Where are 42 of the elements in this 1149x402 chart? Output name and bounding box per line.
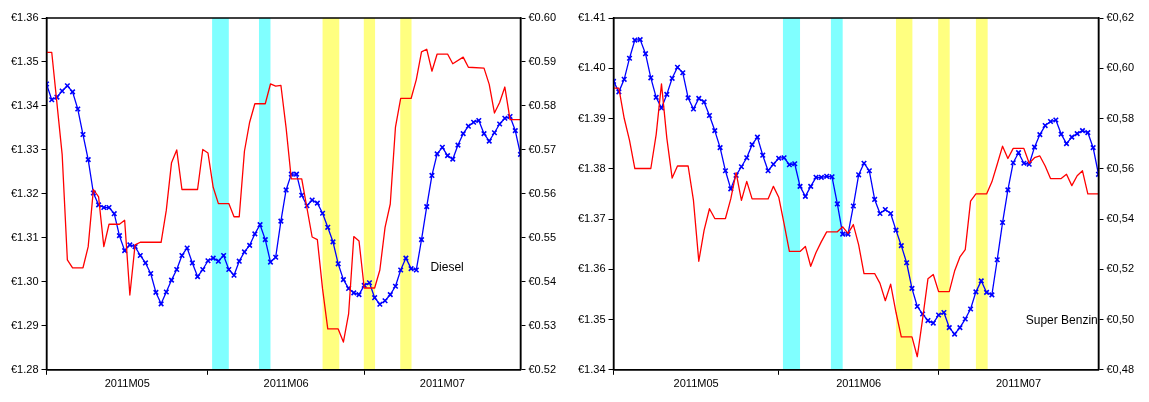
- y2-tick-label: €0,48: [1106, 362, 1134, 375]
- x-tick-label: 2011M06: [836, 377, 882, 390]
- x-tick-label: 2011M07: [419, 377, 465, 390]
- y2-tick-label: €0.52: [528, 362, 556, 375]
- y-tick-label: €1.36: [578, 262, 606, 275]
- y-tick-label: €1.35: [11, 55, 39, 68]
- x-tick-label: 2011M07: [996, 377, 1042, 390]
- y2-tick-label: €0.57: [528, 142, 556, 155]
- y-tick-label: €1.30: [11, 274, 39, 287]
- y-tick-label: €1.41: [578, 11, 606, 24]
- y2-tick-label: €0,58: [1106, 111, 1134, 124]
- y2-tick-label: €0.58: [528, 98, 556, 111]
- y-tick-label: €1.38: [578, 161, 606, 174]
- y-tick-label: €1.31: [11, 230, 39, 243]
- text: Super Benzin: [1025, 312, 1098, 327]
- y-tick-label: €1.28: [11, 362, 39, 375]
- y2-tick-label: €0.56: [528, 186, 556, 199]
- y2-tick-label: €0,60: [1106, 61, 1134, 74]
- y-tick-label: €1.33: [11, 142, 39, 155]
- y-tick-label: €1.35: [578, 312, 606, 325]
- y2-tick-label: €0,62: [1106, 11, 1134, 24]
- y-tick-label: €1.36: [11, 11, 39, 24]
- y-tick-label: €1.34: [11, 98, 39, 111]
- y2-tick-label: €0,52: [1106, 262, 1134, 275]
- y-tick-label: €1.40: [578, 61, 606, 74]
- y-tick-label: €1.34: [578, 362, 606, 375]
- y2-tick-label: €0,54: [1106, 212, 1134, 225]
- x-tick-label: 2011M05: [673, 377, 719, 390]
- x-tick-label: 2011M06: [263, 377, 309, 390]
- y2-tick-label: €0.53: [528, 318, 556, 331]
- x-tick-label: 2011M05: [104, 377, 150, 390]
- y2-tick-label: €0.60: [528, 11, 556, 24]
- y2-tick-label: €0,50: [1106, 312, 1134, 325]
- y2-tick-label: €0.55: [528, 230, 556, 243]
- y2-tick-label: €0.54: [528, 274, 556, 287]
- y2-tick-label: €0,56: [1106, 161, 1134, 174]
- y-tick-label: €1.39: [578, 111, 606, 124]
- series-label: Diesel: [430, 260, 464, 275]
- y-tick-label: €1.32: [11, 186, 39, 199]
- y2-tick-label: €0.59: [528, 55, 556, 68]
- y-tick-label: €1.37: [578, 212, 606, 225]
- y-tick-label: €1.29: [11, 318, 39, 331]
